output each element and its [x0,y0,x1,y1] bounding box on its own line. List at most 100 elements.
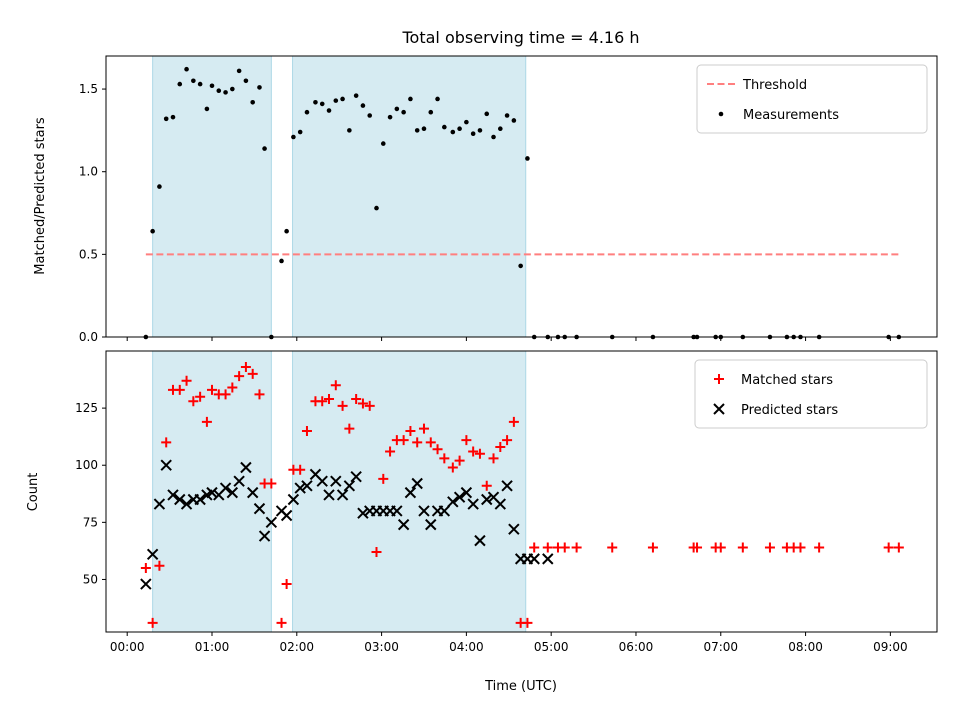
measurement-point [435,96,440,102]
matched-point [559,542,570,553]
predicted-point [140,578,152,590]
matched-point [295,464,306,475]
legend-box [696,64,928,134]
predicted-point [294,482,306,494]
predicted-point [246,486,259,499]
measurement-point [236,68,242,74]
matched-point [405,425,416,436]
matched-point [266,478,277,489]
predicted-point [501,480,513,492]
matched-point [461,435,472,446]
matched-point [432,444,443,455]
measurement-point [450,129,456,135]
measurement-point [360,103,366,108]
ratio-legend: Threshold Measurements [696,64,928,134]
measurement-point [223,90,228,95]
count-panel: 50 75 100 125 00:00 01:00 02:00 03:00 04:00 05:00… [26,350,938,654]
matched-point [764,542,775,553]
predicted-point [425,518,437,531]
legend-label: Predicted stars [741,403,838,418]
legend-matched-swatch [714,374,724,384]
matched-point [883,542,894,553]
matched-point [254,389,265,400]
predicted-point [357,507,369,519]
measurement-point [262,146,267,151]
measurement-point [279,258,284,264]
matched-point [301,425,312,436]
matched-point [247,368,258,379]
matched-point [371,547,382,558]
matched-point [692,542,703,553]
matched-point [181,375,192,386]
matched-point [276,617,287,628]
x-tick-label: 07:00 [703,640,738,654]
measurement-point [177,81,183,87]
predicted-point [343,480,356,492]
y-tick-label: 75 [83,515,98,529]
legend-predicted-swatch [713,403,725,415]
matched-point [364,400,375,411]
predicted-point [219,482,232,494]
predicted-point [404,486,417,499]
matched-point [317,396,328,407]
count-legend: Matched stars Predicted stars [694,359,928,429]
matched-point [607,542,618,553]
y-tick-label: 50 [83,572,98,586]
x-tick-label: 05:00 [534,640,569,654]
matched-point [351,393,362,404]
predicted-point [206,486,218,499]
legend-label: Threshold [742,78,807,93]
predicted-point [253,502,266,515]
predicted-point [391,505,403,517]
measurement-point [511,118,517,123]
matched-point [488,453,499,464]
measurement-point [170,114,176,120]
observing-windows [152,350,527,633]
predicted-point [233,475,245,487]
measurement-point [442,124,447,130]
x-tick-label: 09:00 [873,640,908,654]
legend-label: Measurements [743,108,839,123]
ratio-axes-frame [105,55,938,338]
y-tick-label: 1.5 [79,82,98,96]
matched-point [715,542,726,553]
ratio-y-axis-label: Matched/Predicted stars [33,117,48,275]
predicted-point [467,498,479,510]
count-axes: 50 75 100 125 00:00 01:00 02:00 03:00 04:00 05:00… [75,401,908,654]
measurement-point [518,263,523,269]
legend-box [694,359,928,429]
measurement-point [491,134,496,140]
measurement-point [319,101,325,107]
measurement-point [340,96,345,102]
matched-point [330,380,341,391]
predicted-point [240,461,252,474]
measurement-point [191,78,196,84]
matched-point [324,393,335,404]
measurement-point [216,88,222,94]
matched-point [418,423,429,434]
matched-point [439,453,450,464]
measurement-point [163,116,169,122]
measurement-point [428,109,434,115]
count-axes-frame [105,350,938,633]
matched-point [737,542,748,553]
legend-label: Matched stars [741,373,833,388]
ratio-marks [143,66,902,340]
matched-point [140,563,151,574]
predicted-point [330,475,342,487]
x-tick-label: 04:00 [449,640,484,654]
predicted-point [474,534,486,547]
matched-point [468,446,479,457]
matched-point [201,416,212,427]
matched-point [344,423,355,434]
predicted-point [447,496,459,508]
predicted-point [316,475,328,487]
legend-measurement-swatch [718,111,724,117]
measurement-point [387,114,393,120]
predicted-point [301,480,313,492]
matched-point [522,617,533,628]
measurement-point [297,129,303,135]
measurement-point [408,96,413,102]
measurement-point [504,113,510,118]
